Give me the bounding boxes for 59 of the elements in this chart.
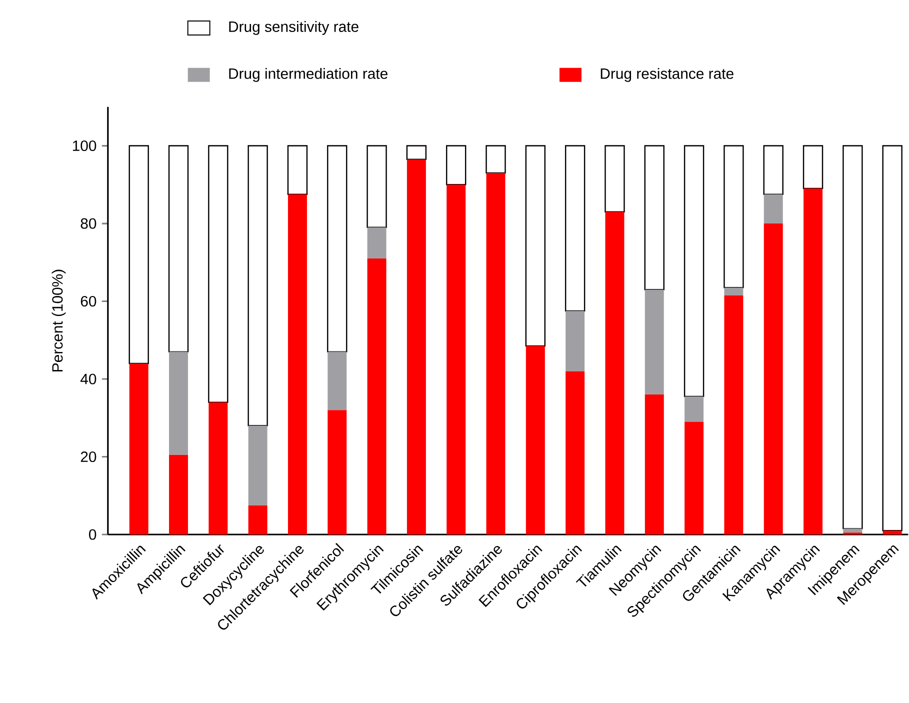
bar (328, 410, 347, 534)
bar (288, 194, 307, 534)
bar (367, 227, 386, 258)
bar (684, 144, 704, 397)
y-tick-label: 40 (80, 374, 96, 384)
bar (446, 184, 466, 534)
bar (804, 188, 823, 534)
y-tick-label: 100 (72, 140, 96, 151)
bar (842, 144, 863, 530)
bar (169, 352, 188, 455)
bar (367, 258, 386, 534)
bar (208, 144, 228, 403)
bar (406, 159, 426, 534)
bar (644, 144, 664, 290)
legend-label: Drug intermediation rate (229, 68, 388, 82)
bar (604, 144, 625, 212)
bar (128, 144, 149, 364)
bar (724, 287, 744, 296)
bar (327, 144, 348, 352)
bar (248, 425, 268, 506)
bar (802, 144, 824, 189)
bar (882, 530, 902, 534)
bar (287, 144, 308, 195)
bar (168, 144, 189, 352)
bar (248, 505, 268, 534)
bar (644, 394, 664, 534)
y-tick-label: 80 (80, 218, 96, 229)
bar (525, 144, 546, 346)
bar (129, 363, 148, 534)
bar (169, 454, 188, 534)
bar (605, 212, 624, 534)
bar (724, 144, 744, 288)
bar (486, 172, 506, 534)
bar (248, 144, 268, 426)
legend-label: Drug resistance rate (600, 68, 734, 82)
y-tick-label: 0 (89, 529, 96, 540)
bar (684, 396, 704, 422)
bar (764, 223, 783, 534)
bar (843, 528, 862, 532)
bar (644, 289, 664, 394)
bar (366, 144, 387, 228)
bar (684, 422, 704, 534)
bar (566, 371, 585, 534)
bar (486, 144, 506, 174)
legend-label: Drug sensitivity rate (229, 20, 358, 35)
bar (764, 194, 783, 224)
bar (208, 402, 228, 534)
bar (566, 310, 585, 372)
bar (526, 346, 545, 534)
bar (763, 144, 784, 195)
bar (724, 295, 744, 534)
bar (564, 144, 586, 312)
bar (406, 144, 427, 160)
y-tick-label: 20 (80, 451, 96, 462)
bar (328, 352, 347, 410)
y-axis-title: Percent (100%) (52, 270, 66, 372)
y-tick-label: 60 (80, 296, 96, 306)
bar (882, 144, 902, 532)
bar (446, 144, 466, 186)
